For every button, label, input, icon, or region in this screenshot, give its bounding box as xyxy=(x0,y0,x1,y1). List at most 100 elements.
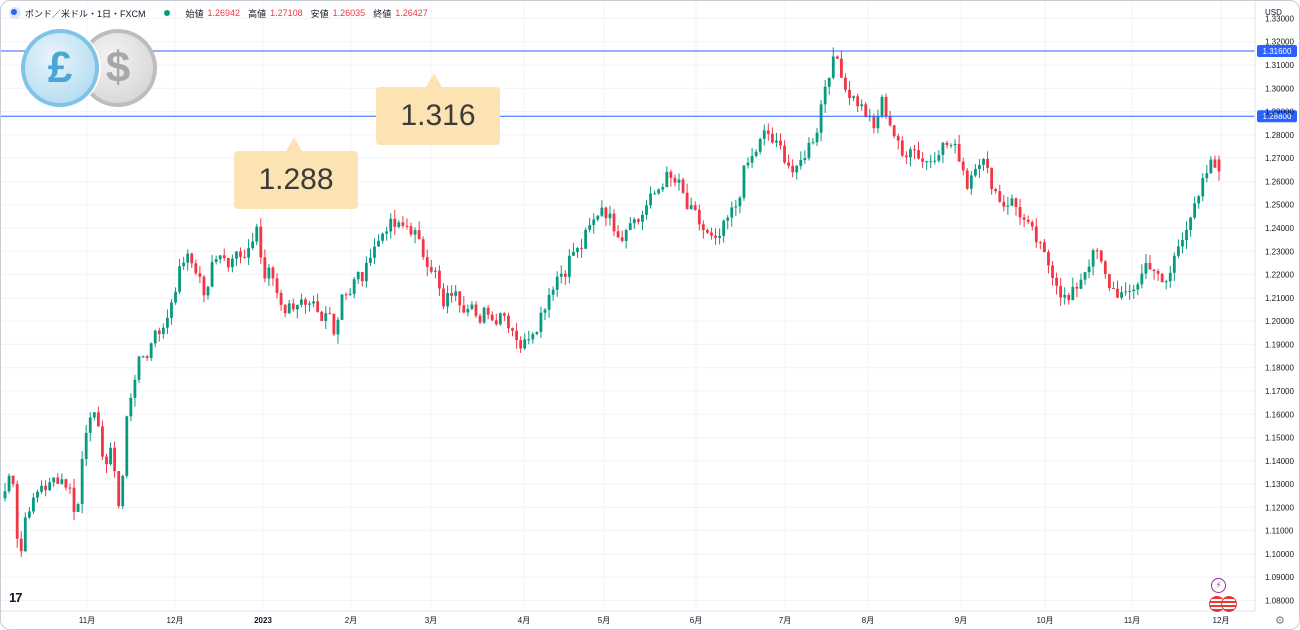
candle-body xyxy=(990,167,994,190)
candle-body xyxy=(1140,273,1144,285)
y-tick-label: 1.32000 xyxy=(1265,38,1294,47)
candle-body xyxy=(1176,246,1180,256)
candle-body xyxy=(60,479,64,484)
candle-body xyxy=(271,267,275,279)
candle-body xyxy=(608,213,612,219)
candle-body xyxy=(498,313,502,325)
candle-body xyxy=(389,218,393,232)
price-axis: 1.33000 1.32000 1.31000 1.30000 1.29000 1.280… xyxy=(1254,1,1294,611)
x-tick-label: 9月 xyxy=(955,616,967,625)
candle-body xyxy=(547,294,551,310)
candle-body xyxy=(125,416,129,476)
symbol-title[interactable]: ポンド／米ドル・1日・FXCM xyxy=(25,8,146,19)
candle-body xyxy=(864,104,868,117)
candle-body xyxy=(84,432,88,459)
candle-body xyxy=(490,314,494,321)
candle-body xyxy=(1201,178,1205,197)
candle-body xyxy=(56,477,60,484)
candle-body xyxy=(872,116,876,129)
candle-body xyxy=(340,294,344,320)
candle-body xyxy=(742,165,746,198)
candle-body xyxy=(653,193,657,195)
candle-body xyxy=(835,56,839,59)
high-label: 高値 xyxy=(248,8,267,19)
candle-body xyxy=(523,339,527,349)
low-value: 1.26035 xyxy=(332,8,366,18)
candle-body xyxy=(677,179,681,183)
y-tick-label: 1.20000 xyxy=(1265,317,1294,326)
candle-body xyxy=(405,225,409,227)
candle-body xyxy=(474,304,478,316)
candle-body xyxy=(263,257,267,279)
candle-body xyxy=(64,479,68,488)
candle-body xyxy=(1018,207,1022,218)
candle-body xyxy=(27,511,31,518)
tradingview-logo-icon[interactable]: 17 xyxy=(9,590,23,605)
candle-body xyxy=(1164,281,1168,283)
candle-body xyxy=(1124,291,1128,293)
candle-body xyxy=(507,315,510,329)
candle-body xyxy=(214,259,218,262)
candle-body xyxy=(596,215,600,220)
candle-body xyxy=(316,301,320,312)
candle-body xyxy=(1152,269,1156,272)
candle-body xyxy=(409,226,413,235)
candle-body xyxy=(1026,219,1030,222)
y-tick-label: 1.17000 xyxy=(1265,387,1294,396)
candle-body xyxy=(304,299,307,305)
candle-body xyxy=(783,145,786,163)
candle-body xyxy=(1120,292,1123,298)
candle-body xyxy=(1087,266,1091,273)
candle-body xyxy=(1091,250,1095,267)
gear-icon[interactable]: ⚙ xyxy=(1275,615,1285,627)
candle-body xyxy=(844,77,847,90)
candle-body xyxy=(706,230,709,233)
lightning-icon[interactable]: ⚡ xyxy=(1211,578,1226,593)
candle-body xyxy=(218,255,222,260)
candle-body xyxy=(1030,221,1034,227)
candle-body xyxy=(36,491,39,498)
candles xyxy=(3,47,1221,557)
candle-body xyxy=(450,292,454,296)
candle-body xyxy=(117,471,121,507)
callout-1316: 1.316 xyxy=(376,73,500,145)
candle-body xyxy=(433,270,437,272)
candle-body xyxy=(661,187,665,190)
candle-body xyxy=(884,96,888,117)
candle-body xyxy=(531,334,535,340)
y-tick-label: 1.22000 xyxy=(1265,271,1294,280)
candle-body xyxy=(701,224,705,231)
x-tick-label: 8月 xyxy=(862,616,874,625)
candle-body xyxy=(588,225,592,230)
candle-body xyxy=(982,159,985,165)
candle-body xyxy=(957,143,961,162)
candle-body xyxy=(121,475,125,507)
candle-body xyxy=(949,145,953,147)
horizontal-lines: 1.31600 1.28800 xyxy=(1,45,1297,123)
y-tick-label: 1.23000 xyxy=(1265,247,1294,256)
candle-body xyxy=(482,307,486,323)
candle-body xyxy=(1185,229,1188,241)
candle-body xyxy=(161,327,165,334)
candle-body xyxy=(1144,262,1148,274)
candle-body xyxy=(44,485,48,491)
flags-icon[interactable] xyxy=(1209,596,1237,612)
candle-body xyxy=(23,517,27,552)
candle-body xyxy=(48,482,52,491)
candle-body xyxy=(503,313,506,316)
candle-body xyxy=(612,213,616,232)
candle-body xyxy=(1043,242,1046,253)
candle-body xyxy=(210,261,214,287)
candle-body xyxy=(945,142,949,146)
candle-body xyxy=(535,331,539,335)
candle-body xyxy=(194,263,198,274)
candle-body xyxy=(308,303,311,305)
candle-body xyxy=(1148,262,1152,270)
candle-body xyxy=(454,291,458,296)
candle-body xyxy=(563,273,567,277)
candle-body xyxy=(442,288,445,307)
candle-body xyxy=(198,273,202,277)
y-tick-label: 1.14000 xyxy=(1265,457,1294,466)
candle-body xyxy=(766,130,770,134)
